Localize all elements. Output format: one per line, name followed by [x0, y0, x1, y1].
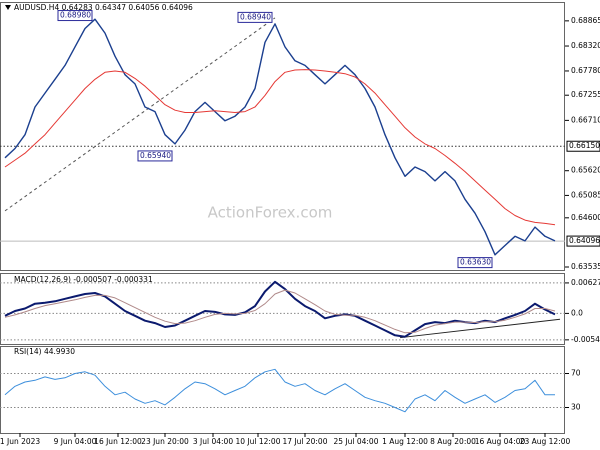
y-tick-label: 70 [571, 369, 581, 378]
x-tick-label: 23 Jun 20:00 [141, 437, 189, 446]
y-tick-label: 0.63535 [571, 262, 600, 271]
series-line [4, 69, 556, 226]
panel-title: RSI(14) 44.9930 [14, 347, 75, 356]
menu-icon [5, 5, 11, 10]
annotation-box [237, 11, 273, 23]
x-tick-label: 23 Aug 12:00 [520, 437, 571, 446]
y-tick-label: 0.66710 [571, 115, 600, 124]
x-tick-label: 3 Jul 04:00 [193, 437, 233, 446]
y-tick-label: 0.68865 [571, 16, 600, 25]
annotation-label: 0.65940 [140, 151, 171, 160]
trend-line [4, 17, 276, 212]
x-tick-label: 8 Aug 20:00 [430, 437, 476, 446]
annotation-box [457, 257, 493, 269]
x-tick-label: 9 Jun 04:00 [54, 437, 97, 446]
y-tick-label: 0.67780 [571, 66, 600, 75]
x-tick-label: 16 Jun 12:00 [94, 437, 142, 446]
y-tick-label: -0.005446 [571, 335, 600, 344]
x-tick-label: 16 Aug 04:00 [475, 437, 526, 446]
y-tick-label: 0.65620 [571, 166, 600, 175]
level-label-box [566, 140, 600, 152]
y-tick-label: 30 [571, 403, 581, 412]
x-tick-label: 17 Jul 20:00 [283, 437, 328, 446]
series-line [4, 289, 556, 334]
level-label: 0.64096 [569, 236, 600, 245]
watermark: ActionForex.com [208, 204, 333, 222]
series-line [4, 18, 556, 256]
panel-title: AUDUSD.H4 0.64283 0.64347 0.64056 0.6409… [14, 3, 193, 12]
panel-title: MACD(12,26,9) -0.000507 -0.000331 [14, 275, 153, 284]
y-tick-label: 0.64600 [571, 213, 600, 222]
x-tick-label: 25 Jul 04:00 [334, 437, 379, 446]
price-panel [0, 2, 565, 271]
annotation-label: 0.63630 [460, 258, 491, 267]
x-tick-label: 1 Aug 12:00 [382, 437, 428, 446]
y-tick-label: 0.65085 [571, 190, 600, 199]
annotation-box [57, 10, 93, 22]
series-line [4, 368, 555, 413]
y-tick-label: 0.67255 [571, 90, 600, 99]
annotation-label: 0.68940 [240, 12, 271, 21]
x-tick-label: 1 Jun 2023 [0, 437, 40, 446]
y-tick-label: 0.006275 [571, 278, 600, 287]
trend-line [399, 318, 561, 339]
level-label-box [566, 235, 600, 247]
y-tick-label: 0.0 [571, 308, 583, 317]
y-tick-label: 0.68320 [571, 41, 600, 50]
rsi-panel [0, 346, 565, 434]
x-tick-label: 10 Jul 12:00 [236, 437, 281, 446]
annotation-box [137, 150, 173, 162]
macd-panel [0, 273, 565, 345]
series-line [4, 280, 556, 338]
annotation-label: 0.68980 [60, 11, 91, 20]
level-label: 0.66150 [569, 141, 600, 150]
